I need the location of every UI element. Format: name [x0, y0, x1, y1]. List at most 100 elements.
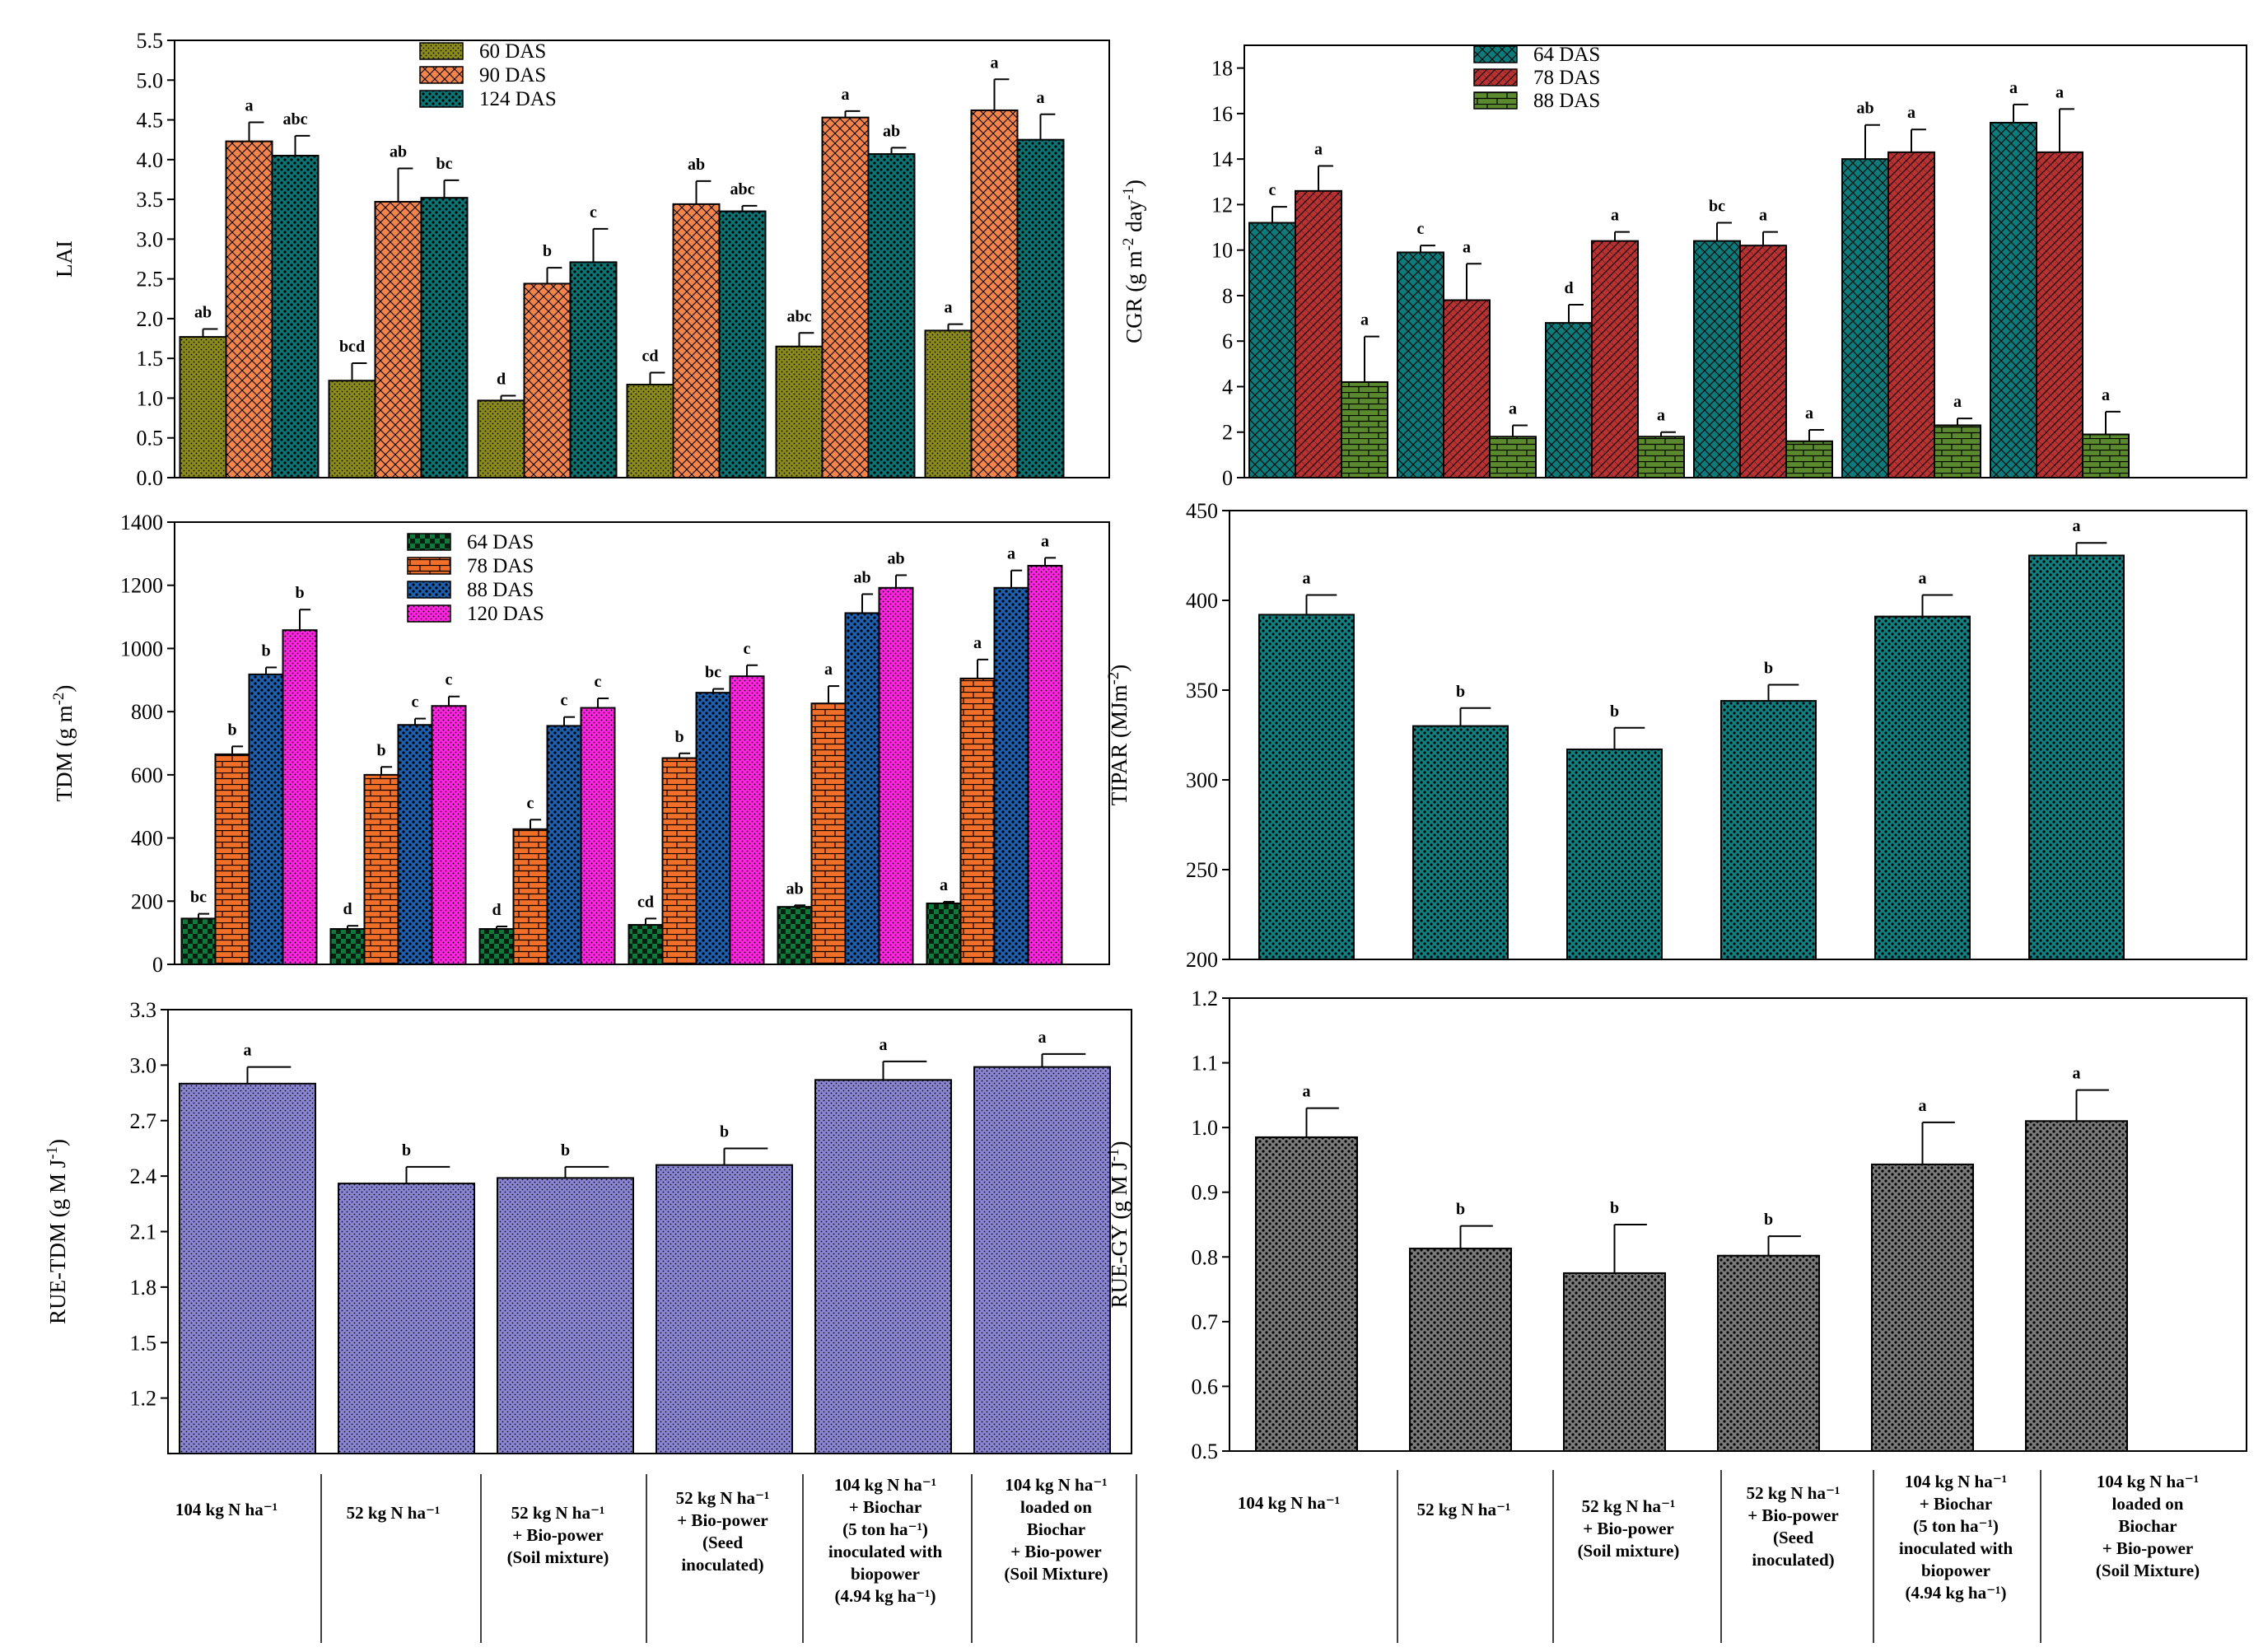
- bar-pattern: [513, 828, 548, 964]
- category-label: 52 kg N ha⁻¹ + Bio-power (Seed inoculate…: [675, 1488, 770, 1575]
- bar-pattern: [1888, 152, 1934, 478]
- bar: [993, 586, 1029, 965]
- significance-letter: bc: [1709, 198, 1725, 216]
- significance-letter: b: [1610, 702, 1619, 721]
- bar: [777, 906, 813, 965]
- y-axis-label: CGR (g m-2 day-1): [1120, 180, 1147, 343]
- chart-cgr: 0 2 4 6 8 10 12 14 16 18 CGR (g m-2 day-1) c c d bc ab a…: [1120, 44, 2247, 490]
- significance-letter: ab: [853, 568, 870, 586]
- significance-letter: a: [991, 54, 999, 72]
- bar: [1545, 322, 1593, 478]
- bar: [844, 612, 880, 965]
- significance-letter: a: [244, 1042, 252, 1060]
- bar: [363, 773, 399, 965]
- legend-label: 78 DAS: [1533, 67, 1600, 89]
- legend-label: 78 DAS: [467, 555, 534, 577]
- bar: [1295, 189, 1342, 478]
- legend-label: 90 DAS: [479, 64, 546, 86]
- significance-letter: c: [561, 692, 568, 710]
- significance-letter: a: [2073, 517, 2081, 535]
- y-tick-label: 1.1: [1192, 1052, 1219, 1076]
- bar: [282, 629, 318, 966]
- significance-letter: a: [1314, 140, 1323, 158]
- legend-swatch-pattern: [408, 605, 450, 622]
- bar: [814, 1079, 952, 1454]
- bar-pattern: [925, 330, 972, 478]
- bar: [2028, 554, 2125, 960]
- bar-pattern: [338, 1183, 474, 1454]
- bar: [656, 1164, 793, 1455]
- y-tick-label: 10: [1211, 239, 1233, 263]
- y-tick-label: 1.5: [137, 347, 164, 371]
- bar: [1258, 614, 1355, 960]
- significance-letter: a: [1657, 407, 1665, 425]
- significance-letter: cd: [637, 893, 654, 911]
- bar-pattern: [1721, 701, 1816, 959]
- bar: [580, 707, 616, 965]
- bar-pattern: [1028, 565, 1062, 964]
- bar: [878, 586, 914, 965]
- significance-letter: a: [1759, 207, 1767, 225]
- significance-letter: b: [720, 1122, 729, 1141]
- bar: [478, 928, 515, 966]
- bar: [973, 1066, 1111, 1455]
- bar: [248, 673, 284, 965]
- bar-pattern: [974, 1066, 1110, 1454]
- bar: [1248, 222, 1296, 478]
- y-tick-label: 450: [1186, 499, 1218, 523]
- bar: [1871, 1163, 1974, 1453]
- y-tick-label: 0.5: [1192, 1440, 1219, 1463]
- bar: [867, 153, 916, 478]
- bar: [214, 753, 250, 965]
- bar-pattern: [226, 141, 273, 478]
- y-axis-label: TDM (g m-2): [50, 685, 77, 802]
- bar-pattern: [777, 907, 812, 964]
- significance-letter: a: [1919, 1097, 1927, 1115]
- bar: [179, 1082, 316, 1455]
- legend-label: 60 DAS: [479, 40, 546, 63]
- bar: [1785, 440, 1833, 479]
- significance-letter: c: [527, 794, 534, 812]
- bar-pattern: [662, 758, 697, 964]
- y-tick-label: 6: [1222, 329, 1233, 353]
- significance-letter: a: [1463, 238, 1471, 256]
- significance-letter: b: [376, 741, 385, 759]
- y-tick-label: 2.1: [130, 1220, 157, 1244]
- legend-swatch-pattern: [408, 534, 450, 550]
- y-tick-label: 400: [1186, 589, 1218, 613]
- significance-letter: a: [2102, 386, 2110, 404]
- y-tick-label: 3.5: [137, 188, 164, 212]
- bar-pattern: [479, 929, 514, 964]
- bar-pattern: [282, 630, 317, 964]
- significance-letter: ab: [1856, 100, 1873, 118]
- bar-pattern: [815, 1080, 951, 1454]
- bar-pattern: [1413, 726, 1508, 959]
- category-label: 104 kg N ha⁻¹ loaded on Biochar + Bio-po…: [2095, 1472, 2200, 1580]
- bar: [1693, 240, 1741, 478]
- y-axis-label: RUE-TDM (g M J-1): [44, 1139, 71, 1324]
- significance-letter: c: [595, 673, 602, 691]
- bar-pattern: [1256, 1136, 1357, 1451]
- y-tick-label: 1.0: [137, 386, 164, 410]
- significance-letter: ab: [786, 880, 803, 898]
- category-label: 52 kg N ha⁻¹ + Bio-power (Seed inoculate…: [1746, 1483, 1841, 1570]
- significance-letter: b: [543, 242, 552, 260]
- bar-pattern: [1592, 240, 1638, 478]
- significance-letter: ab: [688, 156, 705, 174]
- bar-pattern: [432, 706, 466, 964]
- bar-pattern: [1567, 749, 1662, 959]
- bar-pattern: [1410, 1248, 1511, 1451]
- y-tick-label: 1.8: [130, 1276, 157, 1300]
- significance-letter: c: [744, 640, 751, 658]
- y-tick-label: 0: [152, 953, 163, 977]
- bar: [1341, 380, 1388, 478]
- bar: [821, 116, 870, 479]
- bar: [477, 399, 525, 479]
- bar: [695, 692, 731, 966]
- y-tick-label: 200: [131, 889, 163, 913]
- bar-pattern: [581, 707, 615, 964]
- bar-pattern: [215, 754, 250, 964]
- significance-letter: bc: [190, 889, 207, 907]
